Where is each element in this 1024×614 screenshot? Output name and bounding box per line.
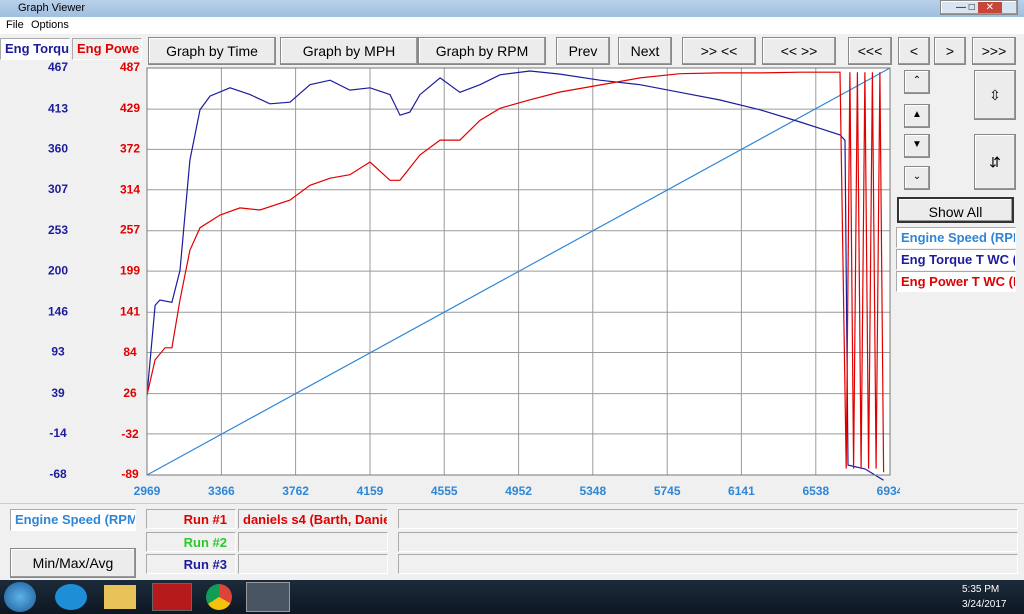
scroll-buttons: ⌃ ▲ ▼ ⌄ xyxy=(896,68,934,194)
scroll-up[interactable]: ▲ xyxy=(904,104,930,128)
toolbar-button[interactable]: <<< xyxy=(848,37,892,65)
tab[interactable]: Eng Torqu xyxy=(0,38,70,60)
y2-tick-label: 84 xyxy=(123,345,137,359)
x-tick-label: 6141 xyxy=(728,484,755,498)
run-label: Run #2 xyxy=(146,532,236,552)
series-line xyxy=(146,67,891,476)
taskbar-icon[interactable] xyxy=(55,584,87,610)
x-tick-label: 4555 xyxy=(431,484,458,498)
y-tick-label: 39 xyxy=(51,386,65,400)
taskbar-icon[interactable] xyxy=(246,582,290,612)
series-line xyxy=(146,71,885,473)
toolbar-button[interactable]: Graph by RPM xyxy=(418,37,546,65)
y2-tick-label: 429 xyxy=(120,101,140,115)
y2-tick-label: 257 xyxy=(120,223,140,237)
run-label: Run #1 xyxy=(146,509,236,529)
y2-tick-label: 487 xyxy=(120,60,140,74)
x-tick-label: 2969 xyxy=(134,484,161,498)
run-name: daniels s4 (Barth, Daniel xyxy=(238,509,388,529)
toolbar-button[interactable]: > xyxy=(934,37,966,65)
menu-bar: File Options xyxy=(0,17,1024,34)
toolbar-button[interactable]: Prev xyxy=(556,37,610,65)
scroll-top[interactable]: ⌃ xyxy=(904,70,930,94)
taskbar-icon[interactable] xyxy=(206,584,232,610)
x-tick-label: 6934 xyxy=(877,484,900,498)
y-tick-label: 307 xyxy=(48,182,68,196)
run-name-empty xyxy=(238,554,388,574)
plot-border xyxy=(146,67,891,476)
y-tick-label: 253 xyxy=(48,223,68,237)
x-tick-label: 4952 xyxy=(505,484,532,498)
toolbar-button[interactable]: < xyxy=(898,37,930,65)
channel-field: Engine Speed (RPM xyxy=(10,509,136,531)
title-bar: Graph Viewer — □ ✕ xyxy=(0,0,1024,17)
toolbar-button[interactable]: Graph by Time xyxy=(148,37,276,65)
show-all-button[interactable]: Show All xyxy=(897,197,1014,223)
run-info xyxy=(398,509,1018,529)
x-tick-label: 5348 xyxy=(579,484,606,498)
y-tick-label: 360 xyxy=(48,142,68,156)
zoom-out-button[interactable]: ⇳ xyxy=(974,70,1016,120)
legend-entry[interactable]: Eng Torque T WC ( xyxy=(896,249,1016,270)
x-tick-label: 3762 xyxy=(282,484,309,498)
y-tick-label: 467 xyxy=(48,60,68,74)
y2-tick-label: 372 xyxy=(120,141,140,155)
menu-item[interactable]: File xyxy=(6,19,24,31)
scroll-down[interactable]: ▼ xyxy=(904,134,930,158)
y2-tick-label: 141 xyxy=(120,305,140,319)
y-tick-label: 413 xyxy=(48,101,68,115)
min-max-avg-button[interactable]: Min/Max/Avg xyxy=(10,548,136,578)
run-info xyxy=(398,554,1018,574)
x-tick-label: 3366 xyxy=(208,484,235,498)
legend-entry[interactable]: Engine Speed (RPM xyxy=(896,227,1016,248)
toolbar-button[interactable]: << >> xyxy=(762,37,836,65)
y2-tick-label: -89 xyxy=(121,467,139,481)
x-tick-label: 6538 xyxy=(802,484,829,498)
taskbar-icon[interactable] xyxy=(104,585,136,609)
taskbar: 5:35 PM 3/24/2017 xyxy=(0,580,1024,614)
x-tick-label: 5745 xyxy=(654,484,681,498)
clock-date: 3/24/2017 xyxy=(962,599,1007,610)
y-tick-label: 93 xyxy=(51,345,65,359)
bottom-panel: Engine Speed (RPM Run #1 Run #2 Run #3 d… xyxy=(0,503,1024,580)
clock-time: 5:35 PM xyxy=(962,584,1000,595)
window-title: Graph Viewer xyxy=(18,2,86,14)
menu-item[interactable]: Options xyxy=(31,19,69,31)
y-tick-label: -14 xyxy=(49,426,67,440)
toolbar-button[interactable]: Graph by MPH xyxy=(280,37,418,65)
y2-tick-label: -32 xyxy=(121,427,139,441)
series-line xyxy=(146,70,884,481)
window-controls[interactable]: — □ ✕ xyxy=(940,0,1018,15)
y-tick-label: 146 xyxy=(48,304,68,318)
scroll-bottom[interactable]: ⌄ xyxy=(904,166,930,190)
toolbar-button[interactable]: >>> xyxy=(972,37,1016,65)
zoom-in-button[interactable]: ⇵ xyxy=(974,134,1016,190)
x-tick-label: 4159 xyxy=(357,484,384,498)
run-label: Run #3 xyxy=(146,554,236,574)
taskbar-icon[interactable] xyxy=(152,583,192,611)
start-button[interactable] xyxy=(4,582,36,612)
toolbar-button[interactable]: Next xyxy=(618,37,672,65)
legend-entry[interactable]: Eng Power T WC (H xyxy=(896,271,1016,292)
y-tick-label: 200 xyxy=(48,263,68,277)
y-tick-label: -68 xyxy=(49,467,67,481)
y2-tick-label: 26 xyxy=(123,386,137,400)
chart: 2969 3366 3762 4159 4555 4952 5348 5745 6141 6538… xyxy=(48,60,900,498)
y2-tick-label: 199 xyxy=(120,264,140,278)
run-name-empty xyxy=(238,532,388,552)
y2-tick-label: 314 xyxy=(120,182,140,196)
toolbar-button[interactable]: >> << xyxy=(682,37,756,65)
tab[interactable]: Eng Powe xyxy=(72,38,142,60)
run-info xyxy=(398,532,1018,552)
